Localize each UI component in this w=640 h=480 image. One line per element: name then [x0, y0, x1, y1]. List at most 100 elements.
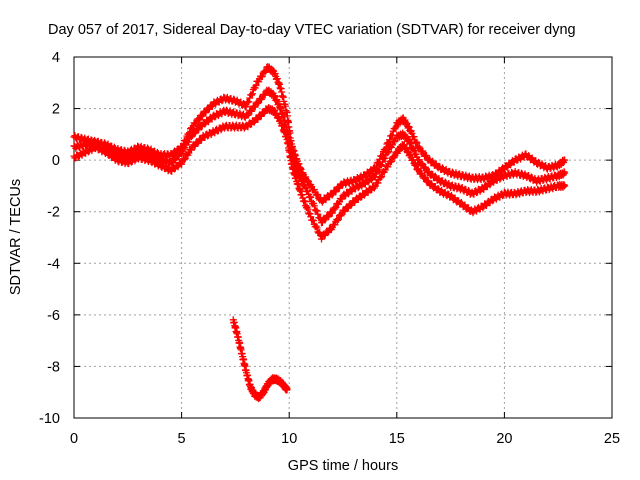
data-point: [306, 193, 314, 201]
data-point: [328, 191, 336, 199]
data-point: [378, 158, 386, 166]
data-point: [302, 184, 310, 192]
data-points: [70, 63, 569, 403]
data-point: [248, 90, 256, 98]
data-point: [314, 210, 322, 218]
chart-title: Day 057 of 2017, Sidereal Day-to-day VTE…: [48, 22, 576, 38]
data-point: [245, 98, 253, 106]
data-point: [561, 169, 569, 177]
data-point: [298, 176, 306, 184]
data-point: [387, 157, 395, 165]
data-point: [407, 140, 415, 148]
data-point: [335, 215, 343, 223]
data-point: [347, 201, 355, 209]
data-point: [375, 166, 383, 174]
x-tick-label: 25: [604, 431, 620, 447]
data-point: [334, 216, 342, 224]
data-point: [415, 143, 423, 151]
data-point: [381, 154, 389, 162]
data-point: [331, 221, 339, 229]
data-point: [385, 139, 393, 147]
y-tick-label: -2: [47, 205, 60, 221]
data-point: [328, 209, 336, 217]
data-point: [192, 120, 200, 128]
data-point: [251, 103, 259, 111]
data-point: [391, 137, 399, 145]
data-point: [321, 216, 329, 224]
data-point: [418, 169, 426, 177]
data-point: [314, 191, 322, 199]
data-point: [299, 177, 307, 185]
data-point: [412, 138, 420, 146]
data-point: [561, 182, 569, 190]
x-tick-label: 5: [178, 431, 186, 447]
x-tick-label: 0: [70, 431, 78, 447]
x-tick-label: 15: [389, 431, 405, 447]
data-point: [421, 173, 429, 181]
data-point: [300, 182, 308, 190]
data-point: [525, 152, 533, 160]
data-point: [367, 186, 375, 194]
data-point: [106, 150, 114, 158]
data-point: [413, 139, 421, 147]
data-point: [310, 186, 318, 194]
data-point: [313, 224, 321, 232]
y-tick-label: 4: [52, 50, 60, 66]
data-point: [170, 165, 178, 173]
data-point: [418, 159, 426, 167]
data-point: [247, 120, 255, 128]
data-point: [415, 156, 423, 164]
data-point: [561, 156, 569, 164]
data-point: [283, 386, 291, 394]
plot-area: [73, 56, 613, 419]
data-point: [261, 68, 269, 76]
y-tick-label: -4: [47, 256, 60, 272]
data-point: [258, 72, 266, 80]
data-point: [411, 160, 419, 168]
data-point: [298, 191, 306, 199]
data-point: [180, 156, 188, 164]
data-point: [168, 159, 176, 167]
data-point: [304, 205, 312, 213]
y-tick-label: -6: [47, 308, 60, 324]
data-point: [324, 229, 332, 237]
y-tick-labels: 4 2 0 -2 -4 -6 -8 -10: [39, 50, 60, 427]
data-point: [194, 139, 202, 147]
series-track-c: [70, 104, 569, 243]
data-point: [306, 210, 314, 218]
data-point: [254, 99, 262, 107]
x-tick-labels: 0 5 10 15 20 25: [70, 431, 620, 447]
data-point: [300, 197, 308, 205]
data-point: [374, 179, 382, 187]
data-point: [378, 173, 386, 181]
data-point: [313, 207, 321, 215]
x-tick-label: 10: [281, 431, 297, 447]
data-point: [181, 155, 189, 163]
data-point: [304, 187, 312, 195]
data-point: [406, 128, 414, 136]
data-point: [307, 193, 315, 201]
data-point: [178, 160, 186, 168]
data-point: [409, 156, 417, 164]
data-point: [252, 81, 260, 89]
data-point: [384, 163, 392, 171]
data-point: [187, 146, 195, 154]
data-point: [185, 138, 193, 146]
data-point: [357, 193, 365, 201]
data-point: [242, 102, 250, 110]
y-tick-label: 2: [52, 102, 60, 118]
data-point: [309, 217, 317, 225]
x-axis-label: GPS time / hours: [288, 458, 398, 474]
data-point: [425, 155, 433, 163]
grid-lines: [74, 57, 612, 418]
data-point: [310, 202, 318, 210]
data-point: [201, 120, 209, 128]
data-point: [385, 148, 393, 156]
data-point: [312, 222, 320, 230]
series-track-d: [229, 316, 291, 403]
data-point: [248, 91, 256, 99]
data-point: [364, 178, 372, 186]
y-tick-label: 0: [52, 153, 60, 169]
data-point: [208, 102, 216, 110]
